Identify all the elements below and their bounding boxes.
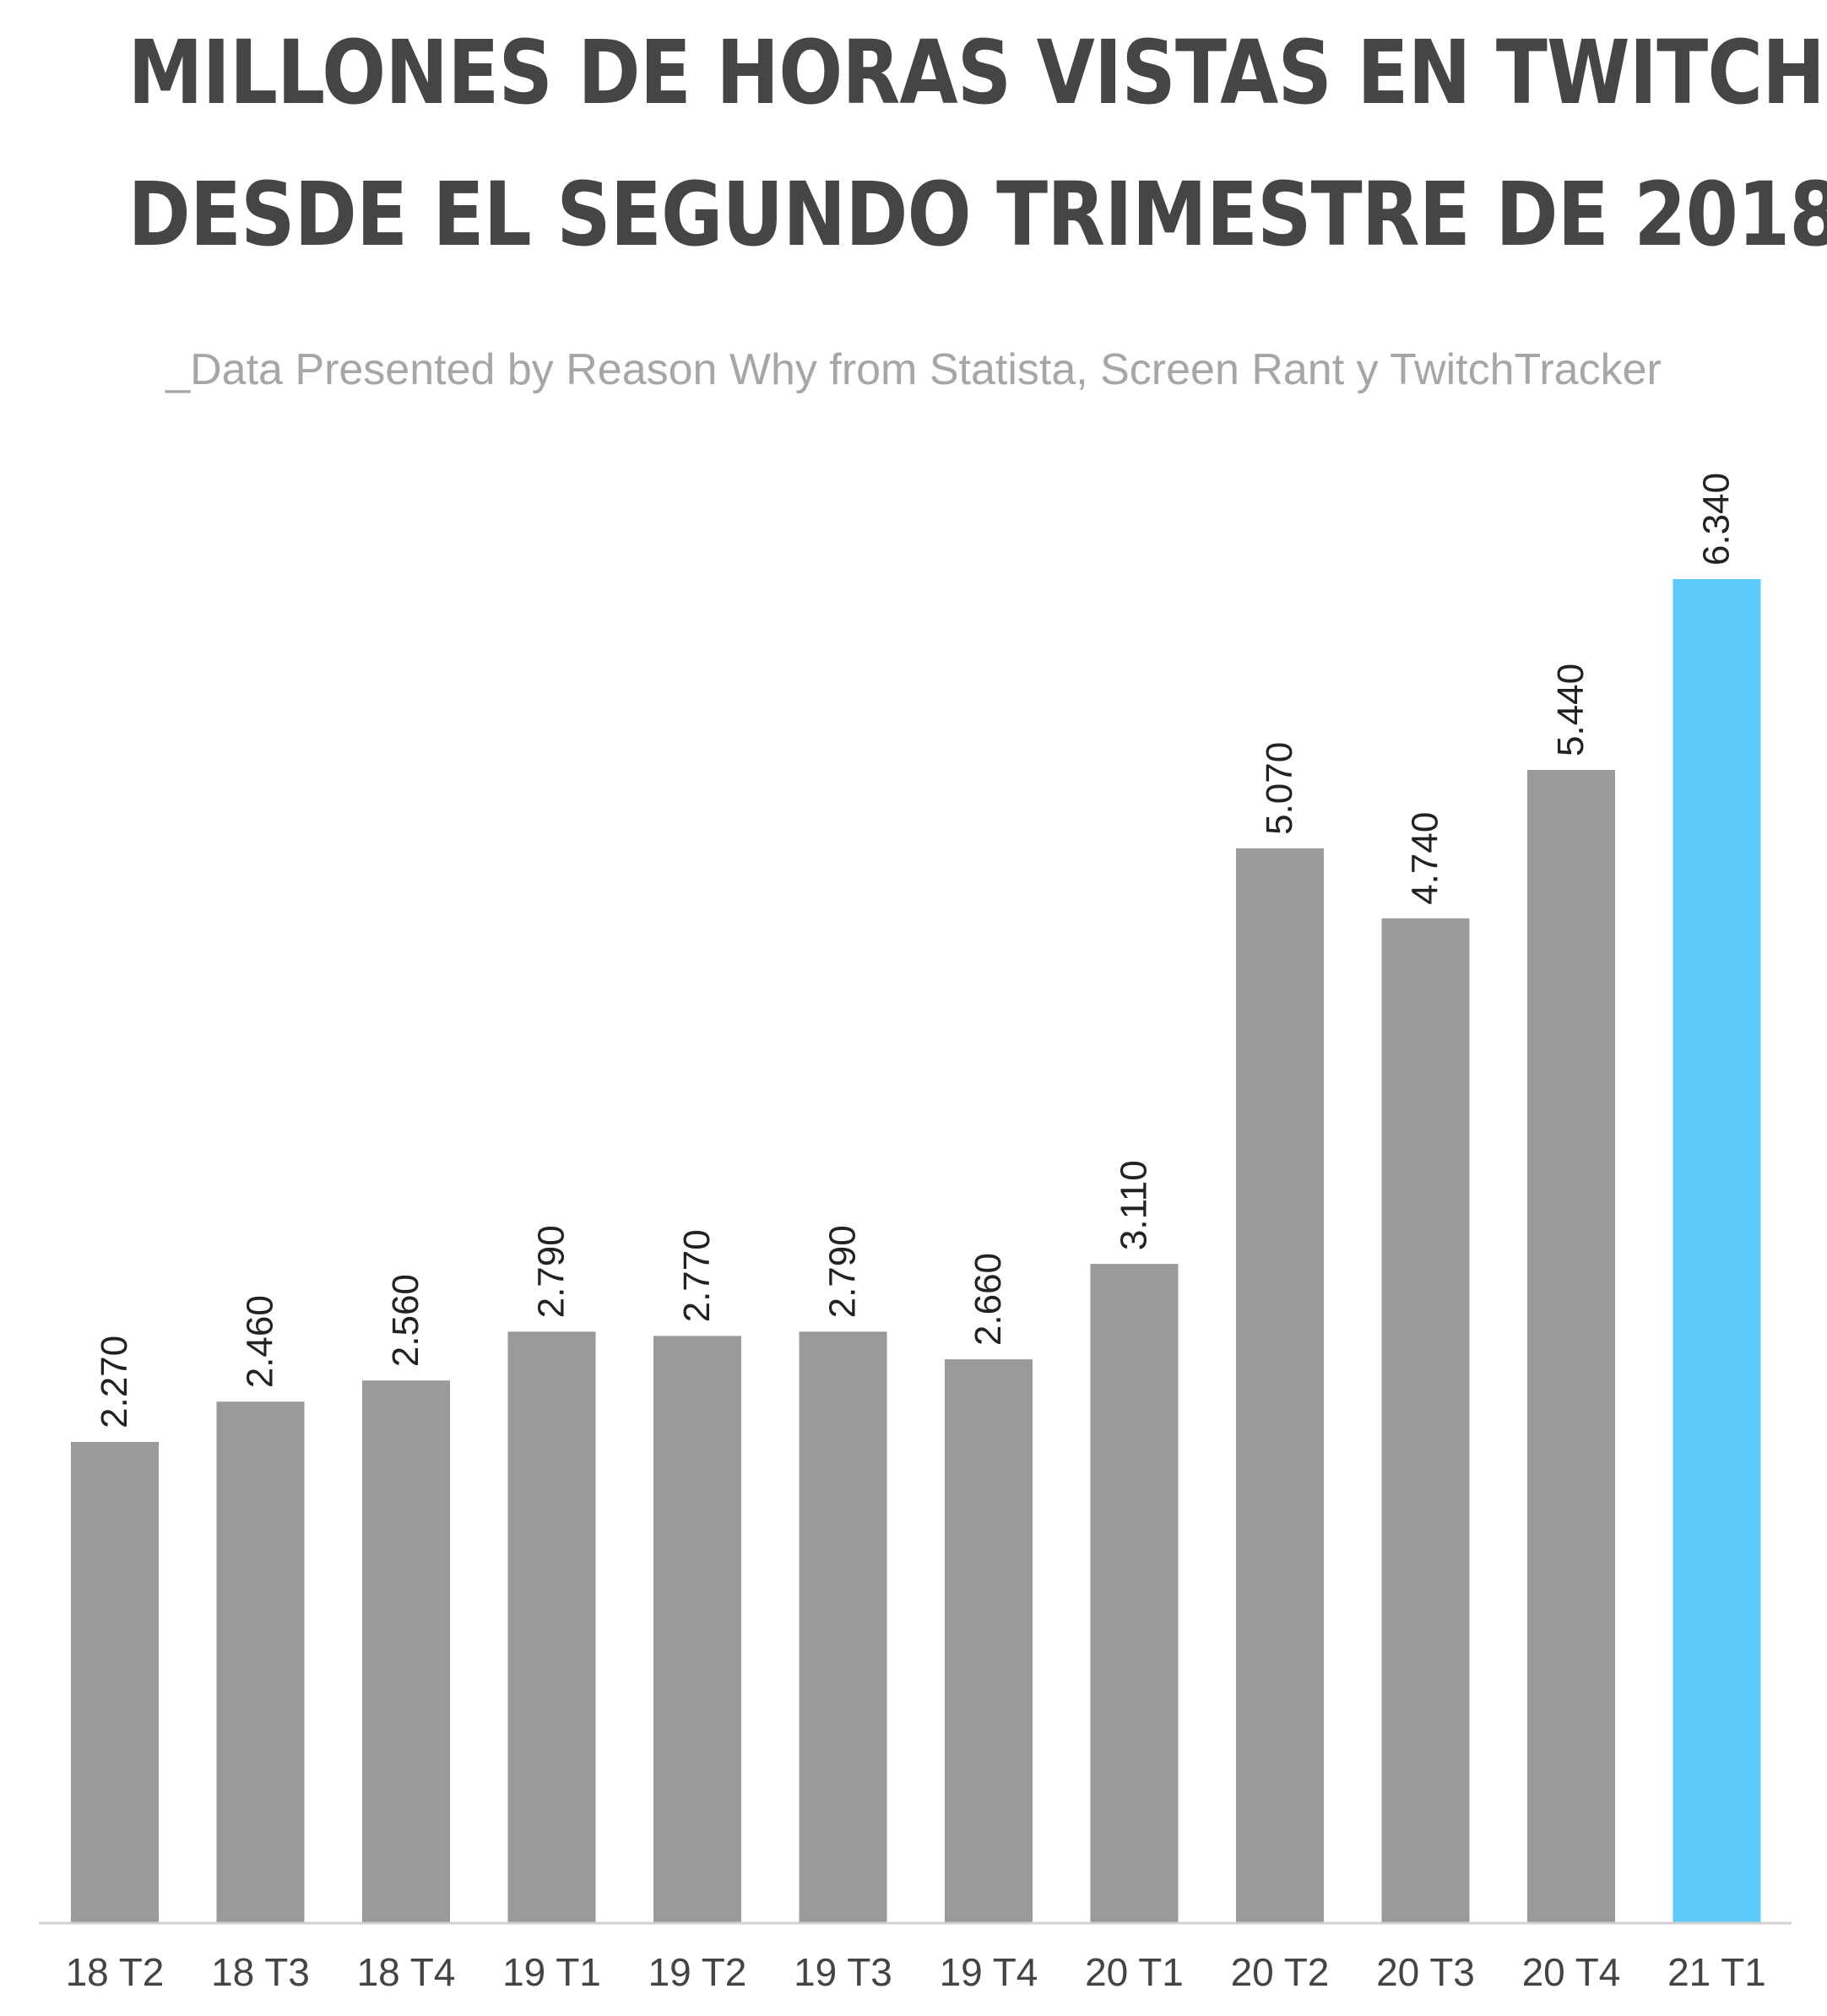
bar-19-t3 [799, 1331, 887, 1923]
chart-subtitle: _Data Presented by Reason Why from Stati… [165, 345, 1662, 394]
value-label: 2.270 [94, 1336, 135, 1428]
value-label: 2.790 [531, 1225, 572, 1318]
category-label: 19 T4 [940, 1950, 1038, 1994]
value-label: 5.070 [1259, 742, 1300, 835]
category-label: 18 T4 [357, 1950, 456, 1994]
category-label: 18 T3 [211, 1950, 310, 1994]
category-label: 19 T3 [794, 1950, 892, 1994]
value-label: 2.660 [968, 1253, 1009, 1346]
value-label: 5.440 [1550, 664, 1591, 756]
category-label: 20 T2 [1231, 1950, 1330, 1994]
chart-title-line-2: DESDE EL SEGUNDO TRIMESTRE DE 2018 [127, 163, 1827, 266]
bar-20-t2 [1236, 848, 1324, 1923]
category-label: 21 T1 [1667, 1950, 1766, 1994]
chart-title-line-1: MILLONES DE HORAS VISTAS EN TWITCH [127, 21, 1825, 124]
value-label: 2.460 [240, 1295, 281, 1388]
bar-20-t4 [1527, 770, 1615, 1923]
bar-18-t4 [362, 1380, 450, 1923]
bar-21-t1 [1672, 579, 1761, 1923]
value-label: 2.770 [676, 1229, 718, 1322]
value-labels-group: 2.270 2.460 2.560 2.790 2.770 2.790 2.660 3.110… [94, 473, 1738, 1428]
bar-19-t2 [653, 1336, 741, 1923]
bars-group [71, 579, 1761, 1923]
category-label: 19 T2 [648, 1950, 747, 1994]
value-label: 2.560 [385, 1274, 426, 1367]
category-label: 18 T2 [66, 1950, 165, 1994]
category-label: 20 T4 [1522, 1950, 1621, 1994]
value-label: 3.110 [1114, 1160, 1155, 1250]
bar-20-t3 [1381, 918, 1470, 1923]
value-label: 2.790 [822, 1225, 864, 1318]
bar-20-t1 [1090, 1264, 1179, 1923]
category-label: 20 T1 [1085, 1950, 1184, 1994]
bar-19-t4 [945, 1359, 1033, 1923]
bar-18-t2 [71, 1442, 159, 1923]
category-label: 19 T1 [502, 1950, 601, 1994]
category-label: 20 T3 [1376, 1950, 1475, 1994]
value-label: 4.740 [1405, 812, 1446, 905]
bar-18-t3 [216, 1401, 305, 1923]
bar-19-t1 [507, 1331, 596, 1923]
value-label: 6.340 [1696, 473, 1738, 566]
category-labels-group: 18 T2 18 T3 18 T4 19 T1 19 T2 19 T3 19 T4 20 T1… [66, 1950, 1766, 1994]
